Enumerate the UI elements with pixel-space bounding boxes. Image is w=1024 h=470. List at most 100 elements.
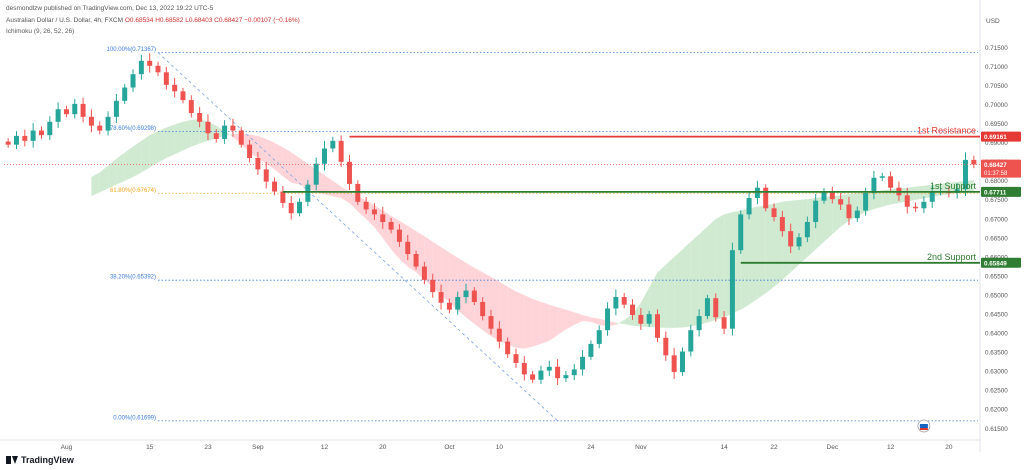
fib-trend-line [157,52,558,422]
ichimoku-cloud-segment [615,319,625,325]
fib-level-label: 100.00%(0.71367) [107,47,156,53]
candle-body [713,298,719,318]
y-tick-label: 0.69500 [985,121,1008,128]
ichimoku-cloud-segment [524,295,533,349]
y-tick-label: 0.68000 [985,178,1008,185]
x-tick-label: 15 [146,444,154,451]
candle-body [230,125,236,131]
y-tick-label: 0.62000 [985,407,1008,414]
ichimoku-cloud-segment [590,317,600,325]
x-tick-label: 12 [321,444,329,451]
ichimoku-cloud-segment [291,152,300,185]
y-tick-label: 0.65500 [985,273,1008,280]
ichimoku-cloud-segment [341,186,350,203]
ichimoku-cloud-segment [624,314,633,326]
candle-body [505,341,511,355]
candle-body [55,109,61,122]
candle-body [921,201,927,209]
candle-body [871,177,877,194]
ichimoku-cloud-segment [166,124,175,158]
ichimoku-cloud-segment [765,203,775,294]
candle-body [330,140,336,149]
candle-body [413,254,419,267]
candle-body [205,121,211,134]
candle-body [263,169,269,182]
ichimoku-cloud-segment [790,199,800,273]
candle-body [72,103,78,115]
ichimoku-cloud-segment [274,142,283,177]
candle-body [971,159,977,165]
candle-body [38,130,44,136]
candle-body [480,302,486,317]
ichimoku-cloud-segment [674,249,683,328]
x-tick-label: 20 [379,444,387,451]
candle-body [838,199,844,205]
y-tick-label: 0.69000 [985,140,1008,147]
candle-body [163,72,169,85]
candle-body [363,201,369,210]
ichimoku-cloud-segment [915,185,924,200]
candle-body [30,130,36,141]
y-tick-label: 0.63500 [985,350,1008,357]
candle-body [821,191,827,201]
candle-body [729,250,735,329]
y-tick-label: 0.71500 [985,45,1008,52]
candle-body [538,370,544,380]
candle-body [488,316,494,329]
candle-body [888,176,894,188]
candle-body [804,222,810,238]
candle-body [829,191,835,200]
candle-body [371,209,377,215]
candle-body [238,130,244,145]
candle-body [496,328,502,342]
candle-body [546,366,552,371]
candle-body [563,375,569,379]
fib-level-label: 61.80%(0.67674) [110,188,156,194]
candle-body [430,279,436,293]
candle-body [455,297,461,310]
tradingview-mark-icon [6,456,18,464]
candle-body [813,200,819,222]
candle-body [155,65,161,73]
ichimoku-cloud-segment [557,307,566,336]
ichimoku-cloud-segment [715,214,725,320]
candle-body [22,135,28,141]
publisher-credit: desmondlzw published on TradingView.com,… [6,5,214,12]
ichimoku-cloud-segment [141,135,150,173]
candle-body [13,135,19,145]
candle-body [796,237,802,247]
candle-body [663,337,669,356]
candle-body [446,302,452,310]
symbol-title[interactable]: Australian Dollar / U.S. Dollar, 4h, FXC… [6,17,300,24]
x-tick-label: 10 [496,444,504,451]
candle-body [88,116,94,126]
ichimoku-cloud-segment [149,131,159,168]
candle-body [463,290,469,298]
event-flag-stripe [919,428,928,430]
candle-body [571,369,577,376]
candle-body [638,314,644,324]
x-tick-label: Dec [827,444,839,451]
indicator-legend[interactable]: Ichimoku (9, 26, 52, 26) [6,28,75,35]
tradingview-logo[interactable]: TradingView [6,455,74,465]
ichimoku-cloud-segment [282,147,292,183]
ichimoku-cloud-segment [832,195,841,235]
x-tick-label: Sep [252,444,264,451]
candle-body [322,148,328,164]
candle-body [338,140,344,162]
candle-body [621,297,627,305]
x-tick-label: Nov [635,444,647,451]
candle-body [746,198,752,215]
x-tick-label: 22 [770,444,778,451]
ichimoku-cloud-segment [257,135,267,164]
ichimoku-cloud-segment [507,286,516,348]
candle-body [555,366,561,379]
candle-body [854,210,860,219]
candle-body [113,100,119,117]
candle-body [788,231,794,247]
y-tick-label: 0.67000 [985,216,1008,223]
ichimoku-cloud-segment [873,190,883,210]
candle-body [929,192,935,202]
candle-body [355,183,361,202]
